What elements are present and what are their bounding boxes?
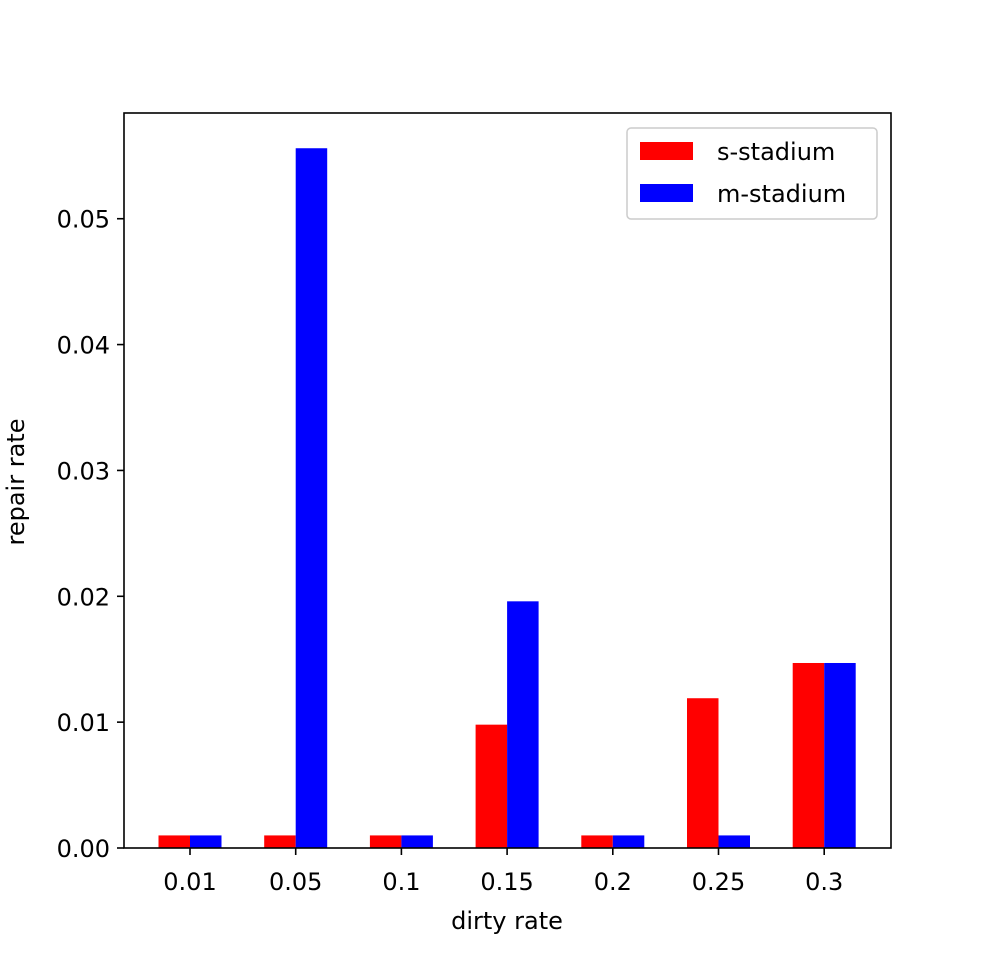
- y-axis: 0.00 0.01 0.02 0.03 0.04 0.05: [57, 206, 124, 863]
- bar-s-stadium-0.3: [792, 662, 825, 848]
- legend-swatch-s-stadium: [640, 142, 693, 160]
- bar-m-stadium-0.2: [612, 835, 645, 848]
- legend: s-stadium m-stadium: [626, 127, 878, 220]
- bar-s-stadium-0.2: [581, 835, 613, 848]
- y-tick-label: 0.02: [57, 583, 110, 611]
- bar-m-stadium-0.25: [718, 835, 750, 848]
- legend-swatch-m-stadium: [640, 184, 693, 202]
- y-tick-label: 0.03: [57, 457, 110, 485]
- x-tick-label: 0.15: [480, 868, 533, 896]
- x-tick-label: 0.2: [594, 868, 632, 896]
- x-tick-label: 0.05: [269, 868, 322, 896]
- y-tick-label: 0.01: [57, 709, 110, 737]
- legend-label-s-stadium: s-stadium: [717, 138, 835, 166]
- bar-s-stadium-0.15: [475, 724, 508, 848]
- bar-m-stadium-0.1: [401, 835, 433, 848]
- bar-m-stadium-0.3: [824, 662, 856, 848]
- bars-layer: [158, 148, 856, 848]
- bar-m-stadium-0.01: [190, 835, 222, 848]
- bar-m-stadium-0.05: [295, 148, 328, 848]
- bar-m-stadium-0.15: [507, 601, 539, 848]
- x-tick-label: 0.3: [805, 868, 843, 896]
- y-tick-label: 0.04: [57, 332, 110, 360]
- x-tick-label: 0.01: [163, 868, 216, 896]
- x-tick-label: 0.25: [692, 868, 745, 896]
- bar-s-stadium-0.01: [158, 835, 190, 848]
- bar-s-stadium-0.25: [687, 698, 719, 848]
- legend-label-m-stadium: m-stadium: [717, 180, 846, 208]
- x-axis-label: dirty rate: [451, 907, 563, 935]
- y-tick-label: 0.05: [57, 206, 110, 234]
- x-tick-label: 0.1: [382, 868, 420, 896]
- y-tick-label: 0.00: [57, 835, 110, 863]
- x-axis: 0.01 0.05 0.1 0.15 0.2 0.25 0.3: [163, 848, 843, 896]
- bar-s-stadium-0.1: [369, 835, 402, 848]
- bar-s-stadium-0.05: [264, 835, 296, 848]
- y-axis-label: repair rate: [2, 419, 30, 546]
